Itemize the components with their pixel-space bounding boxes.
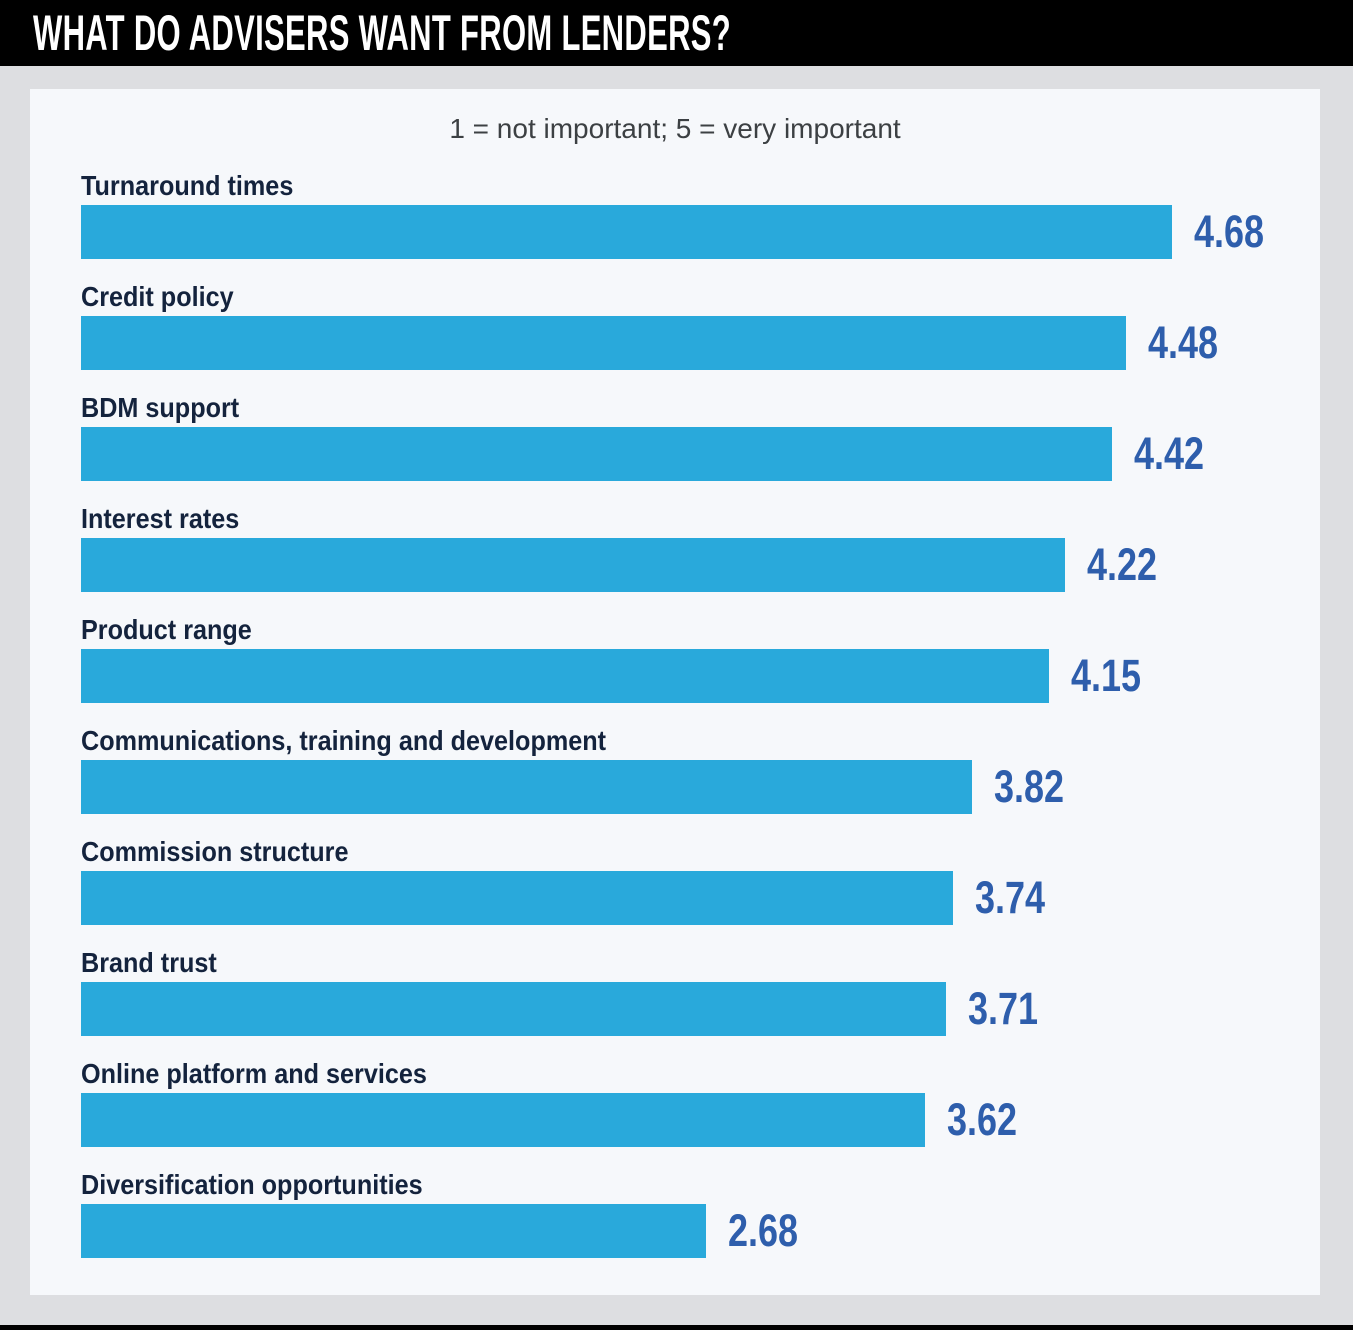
chart-panel: 1 = not important; 5 = very important Tu…	[30, 89, 1320, 1295]
category-label: Turnaround times	[81, 170, 294, 201]
bar	[81, 871, 954, 925]
bar	[81, 538, 1066, 592]
category-label: BDM support	[81, 392, 240, 423]
value-label: 4.68	[1194, 206, 1265, 257]
bar-row: Credit policy 4.48	[81, 283, 1320, 370]
bar-track: 4.15	[81, 649, 1247, 703]
bar-row: Turnaround times 4.68	[81, 172, 1320, 259]
chart-title: WHAT DO ADVISERS WANT FROM LENDERS?	[33, 5, 732, 61]
header-bar: WHAT DO ADVISERS WANT FROM LENDERS?	[0, 0, 1353, 66]
bar-row: Commission structure 3.74	[81, 838, 1320, 925]
bar-chart: Turnaround times 4.68 Credit policy 4.48 BDM…	[81, 172, 1320, 1258]
category-label: Communications, training and development	[81, 725, 607, 756]
bar-track: 3.74	[81, 871, 1247, 925]
bottom-border	[0, 1325, 1353, 1330]
bar-row: Product range 4.15	[81, 616, 1320, 703]
category-label: Credit policy	[81, 281, 234, 312]
bar-track: 4.48	[81, 316, 1247, 370]
category-label: Product range	[81, 614, 252, 645]
bar	[81, 649, 1049, 703]
bar	[81, 760, 972, 814]
bar	[81, 427, 1112, 481]
value-label: 3.71	[968, 983, 1039, 1034]
bar	[81, 205, 1173, 259]
bar-row: Diversification opportunities 2.68	[81, 1171, 1320, 1258]
value-label: 4.15	[1070, 650, 1141, 701]
chart-subtitle: 1 = not important; 5 = very important	[449, 113, 901, 144]
bar-row: Online platform and services 3.62	[81, 1060, 1320, 1147]
bar-track: 3.62	[81, 1093, 1247, 1147]
value-label: 3.82	[993, 761, 1064, 812]
category-label: Online platform and services	[81, 1058, 427, 1089]
category-label: Brand trust	[81, 947, 217, 978]
category-label: Commission structure	[81, 836, 349, 867]
bar	[81, 1093, 926, 1147]
bar-track: 4.42	[81, 427, 1247, 481]
value-label: 4.48	[1147, 317, 1218, 368]
bar	[81, 316, 1126, 370]
bar-row: Brand trust 3.71	[81, 949, 1320, 1036]
bar-track: 3.82	[81, 760, 1247, 814]
value-label: 2.68	[727, 1205, 799, 1256]
bar-track: 4.68	[81, 205, 1264, 259]
category-label: Diversification opportunities	[81, 1169, 423, 1200]
bar-row: Communications, training and development…	[81, 727, 1320, 814]
bar	[81, 1204, 706, 1258]
value-label: 4.42	[1133, 428, 1204, 479]
category-label: Interest rates	[81, 503, 240, 534]
value-label: 3.62	[947, 1094, 1018, 1145]
bar-row: BDM support 4.42	[81, 394, 1320, 481]
bar-track: 2.68	[81, 1204, 1247, 1258]
value-label: 3.74	[975, 872, 1046, 923]
value-label: 4.22	[1087, 539, 1158, 590]
bar-track: 3.71	[81, 982, 1247, 1036]
bar-row: Interest rates 4.22	[81, 505, 1320, 592]
bar-track: 4.22	[81, 538, 1247, 592]
bar	[81, 982, 947, 1036]
